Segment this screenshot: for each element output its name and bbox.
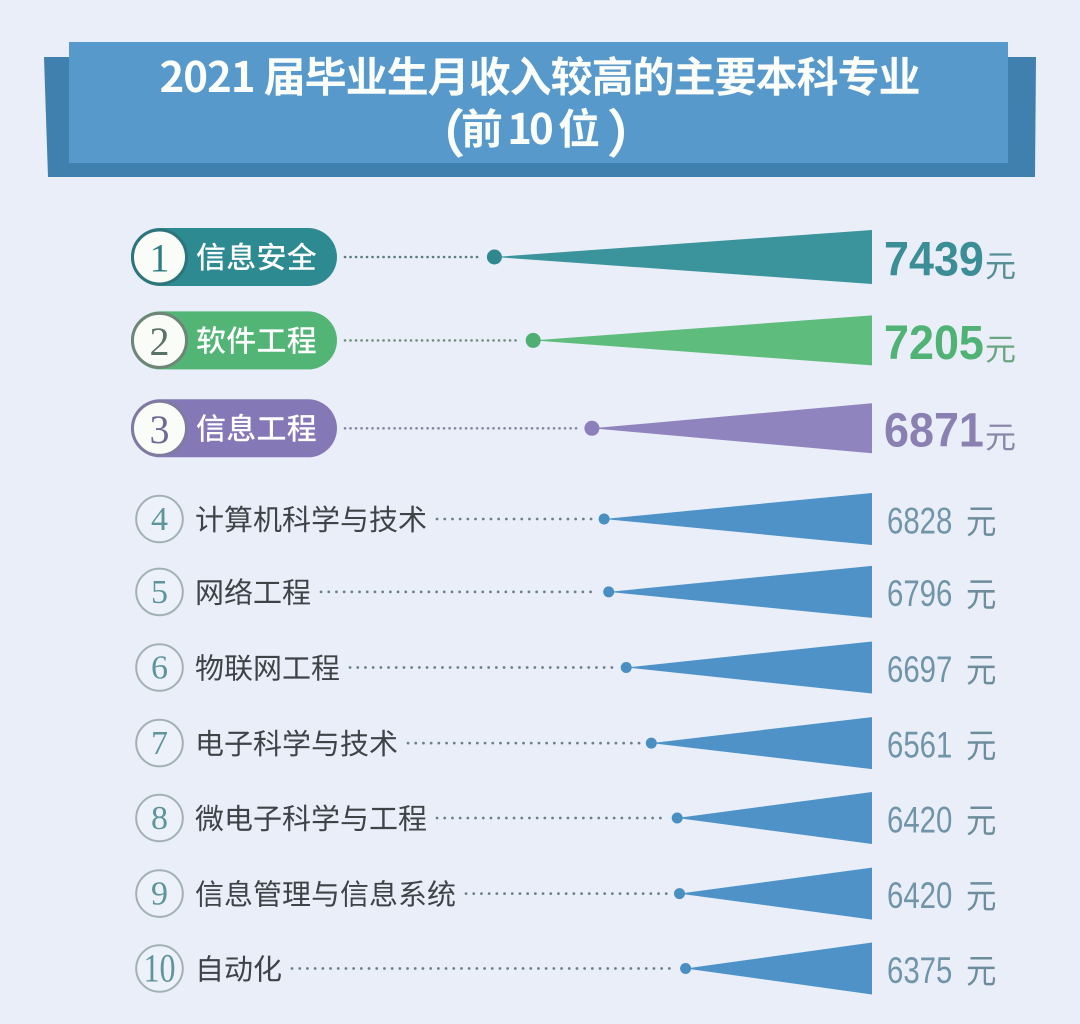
svg-text:9: 9 bbox=[151, 876, 168, 913]
svg-text:4: 4 bbox=[151, 501, 168, 538]
svg-text:6375: 6375 bbox=[887, 951, 952, 992]
svg-text:10: 10 bbox=[144, 946, 176, 990]
svg-text:7205: 7205 bbox=[884, 315, 984, 369]
svg-text:7439: 7439 bbox=[884, 232, 984, 286]
svg-text:3: 3 bbox=[150, 407, 170, 452]
svg-text:6796: 6796 bbox=[887, 574, 952, 615]
svg-text:6871: 6871 bbox=[884, 403, 984, 457]
svg-text:6: 6 bbox=[151, 650, 168, 687]
svg-text:6697: 6697 bbox=[887, 650, 952, 691]
svg-text:2: 2 bbox=[150, 319, 170, 364]
svg-text:6420: 6420 bbox=[887, 876, 952, 917]
svg-text:1: 1 bbox=[150, 236, 170, 281]
svg-text:6420: 6420 bbox=[887, 800, 952, 841]
svg-text:6828: 6828 bbox=[887, 501, 952, 542]
svg-text:8: 8 bbox=[151, 800, 168, 837]
svg-text:5: 5 bbox=[151, 574, 168, 611]
svg-text:6561: 6561 bbox=[887, 725, 952, 766]
svg-text:7: 7 bbox=[151, 725, 168, 762]
